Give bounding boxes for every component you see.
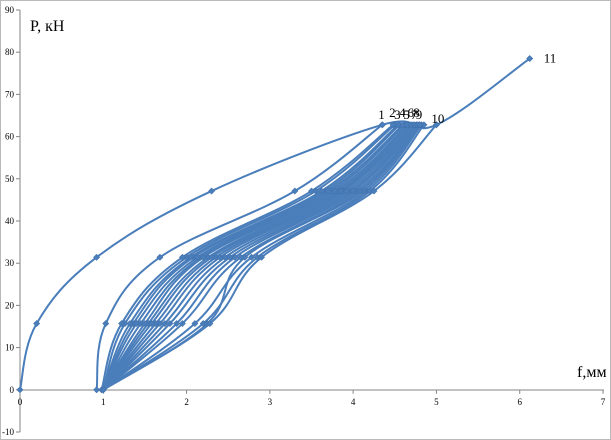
data-point-marker (237, 253, 245, 261)
series-line-1 (95, 123, 384, 391)
data-point-marker (307, 187, 316, 195)
data-point-marker (226, 253, 234, 261)
data-point-marker (331, 187, 339, 195)
x-tick-label: 7 (601, 397, 606, 407)
x-axis-title: f,мм (577, 364, 607, 381)
curve-label-9: 9 (416, 107, 423, 122)
curve-label-6: 6 (407, 105, 414, 120)
data-point-marker (161, 319, 169, 328)
data-point-marker (126, 319, 134, 328)
data-point-marker (102, 319, 110, 328)
data-point-marker (118, 319, 126, 328)
data-point-marker (199, 253, 207, 261)
data-point-marker (208, 187, 216, 195)
curve-label-7: 7 (411, 107, 418, 122)
data-point-marker (221, 253, 229, 261)
curve-label-8: 8 (413, 105, 420, 120)
data-point-marker (247, 253, 256, 261)
x-tick-label: 6 (517, 397, 522, 407)
x-tick-label: 1 (101, 397, 106, 407)
data-point-marker (193, 253, 201, 261)
data-point-marker (133, 319, 141, 328)
data-point-marker (231, 253, 239, 261)
data-point-marker (216, 253, 224, 261)
y-tick-label: 90 (5, 5, 15, 15)
data-point-marker (206, 319, 214, 328)
y-tick-label: 60 (5, 132, 15, 142)
data-point-marker (349, 187, 357, 195)
x-tick-label: 3 (268, 397, 273, 407)
series-line-2 (100, 123, 395, 391)
markers-group (16, 54, 534, 394)
y-axis-title: P, кН (30, 18, 65, 35)
y-tick-label: 10 (5, 343, 15, 353)
data-point-marker (317, 187, 326, 195)
x-tick-label: 2 (184, 397, 189, 407)
extra-curve (102, 123, 406, 391)
data-point-marker (324, 187, 332, 195)
data-point-marker (337, 187, 345, 195)
data-point-marker (370, 187, 378, 195)
data-point-marker (178, 253, 186, 261)
data-point-marker (173, 319, 181, 328)
curve-label-3: 3 (394, 107, 401, 122)
series-line-3 (102, 123, 400, 391)
data-point-marker (156, 319, 164, 328)
y-tick-label: 30 (5, 258, 15, 268)
data-point-marker (178, 319, 186, 328)
data-point-marker (156, 253, 164, 261)
curve-label-4: 4 (399, 105, 406, 120)
y-tick-label: 80 (5, 47, 15, 57)
curve-label-5: 5 (403, 107, 410, 122)
x-tick-label: 4 (351, 397, 356, 407)
data-point-marker (257, 253, 266, 261)
data-point-marker (394, 121, 402, 129)
curve-label-1: 1 (378, 107, 385, 122)
data-point-marker (432, 121, 440, 129)
data-point-marker (141, 319, 149, 328)
data-point-marker (93, 386, 101, 394)
data-point-marker (389, 121, 397, 129)
x-tick-label: 0 (18, 397, 23, 407)
data-point-marker (166, 319, 174, 328)
y-tick-label: 70 (5, 89, 15, 99)
data-point-marker (187, 253, 195, 261)
data-point-marker (208, 253, 216, 261)
y-tick-label: 0 (10, 385, 15, 395)
data-point-marker (148, 319, 156, 328)
extra-curve (102, 123, 401, 391)
data-point-marker (378, 121, 386, 129)
curve-label-10: 10 (431, 111, 444, 126)
series-line-5 (102, 123, 409, 391)
curve-label-2: 2 (389, 105, 396, 120)
y-tick-label: 50 (5, 174, 15, 184)
data-point-marker (342, 187, 351, 195)
data-point-marker (356, 187, 364, 195)
data-point-marker (33, 319, 41, 328)
data-point-marker (526, 54, 534, 63)
series-line-7 (102, 123, 416, 391)
y-tick-label: 20 (5, 300, 15, 310)
series-line-4 (102, 123, 405, 391)
extra-curve (102, 123, 396, 391)
data-point-marker (93, 253, 101, 261)
data-point-marker (191, 319, 199, 328)
curve-label-11: 11 (544, 51, 557, 66)
y-tick-label: -10 (2, 427, 14, 437)
extra-curve (102, 123, 410, 391)
x-tick-label: 5 (434, 397, 439, 407)
data-point-marker (416, 121, 424, 129)
data-point-marker (99, 386, 107, 394)
data-point-marker (16, 386, 24, 394)
y-tick-label: 40 (5, 216, 15, 226)
data-point-marker (291, 187, 299, 195)
